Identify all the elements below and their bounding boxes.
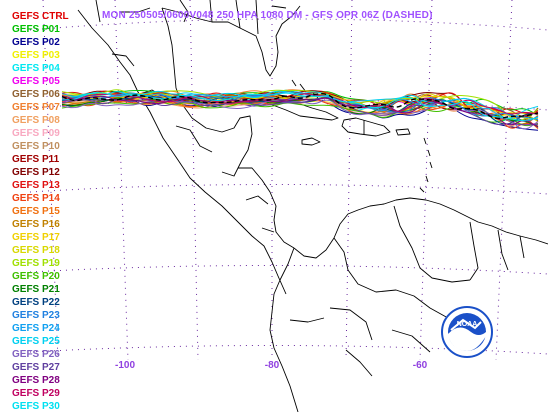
legend-item-gefs-p11: GEFS P11 <box>12 154 60 165</box>
legend-item-gefs-p13: GEFS P13 <box>12 180 60 191</box>
legend-item-gefs-p06: GEFS P06 <box>12 89 60 100</box>
legend-item-gefs-p23: GEFS P23 <box>12 310 60 321</box>
legend-item-gefs-p25: GEFS P25 <box>12 336 60 347</box>
legend-item-gefs-p17: GEFS P17 <box>12 232 60 243</box>
lon-label-100w: -100 <box>114 360 136 371</box>
legend-item-gefs-p04: GEFS P04 <box>12 63 60 74</box>
legend-item-gefs-p07: GEFS P07 <box>12 102 60 113</box>
legend-item-gefs-p30: GEFS P30 <box>12 401 60 412</box>
noaa-logo-text: NOAA <box>457 321 478 328</box>
lat-lon-gridlines <box>29 0 548 361</box>
ensemble-legend: GEFS CTRL GEFS P01 GEFS P02 GEFS P03 GEFS P0… <box>12 10 69 412</box>
legend-item-gefs-p05: GEFS P05 <box>12 76 60 87</box>
legend-item-gefs-p29: GEFS P29 <box>12 388 60 399</box>
noaa-logo: NOAA <box>441 306 493 358</box>
legend-item-gefs-p19: GEFS P19 <box>12 258 60 269</box>
gfs-operational-contour <box>61 92 539 120</box>
legend-item-gefs-p24: GEFS P24 <box>12 323 60 334</box>
legend-item-gefs-p08: GEFS P08 <box>12 115 60 126</box>
chart-title: MON 250505/0600V048 250 HPA 1080 DM - GF… <box>102 10 433 21</box>
lon-label-60w: -60 <box>412 360 428 371</box>
legend-item-gefs-ctrl: GEFS CTRL <box>12 11 69 22</box>
legend-item-gefs-p09: GEFS P09 <box>12 128 60 139</box>
legend-item-gefs-p16: GEFS P16 <box>12 219 60 230</box>
contour-gefs-p24 <box>61 91 539 120</box>
contour-gefs-p28 <box>61 95 539 128</box>
lon-label-80w: -80 <box>264 360 280 371</box>
legend-item-gefs-p27: GEFS P27 <box>12 362 60 373</box>
legend-item-gefs-p26: GEFS P26 <box>12 349 60 360</box>
legend-item-gefs-p02: GEFS P02 <box>12 37 60 48</box>
legend-item-gefs-p21: GEFS P21 <box>12 284 60 295</box>
legend-item-gefs-p18: GEFS P18 <box>12 245 60 256</box>
legend-item-gefs-p03: GEFS P03 <box>12 50 60 61</box>
legend-item-gefs-p12: GEFS P12 <box>12 167 60 178</box>
legend-item-gefs-p10: GEFS P10 <box>12 141 60 152</box>
legend-item-gefs-p20: GEFS P20 <box>12 271 60 282</box>
legend-item-gefs-p14: GEFS P14 <box>12 193 60 204</box>
legend-item-gefs-p15: GEFS P15 <box>12 206 60 217</box>
legend-item-gefs-p22: GEFS P22 <box>12 297 60 308</box>
contour-gefs-p30 <box>61 92 539 122</box>
legend-item-gefs-p28: GEFS P28 <box>12 375 60 386</box>
contour-gefs-p23 <box>61 93 539 122</box>
legend-item-gefs-p01: GEFS P01 <box>12 24 60 35</box>
